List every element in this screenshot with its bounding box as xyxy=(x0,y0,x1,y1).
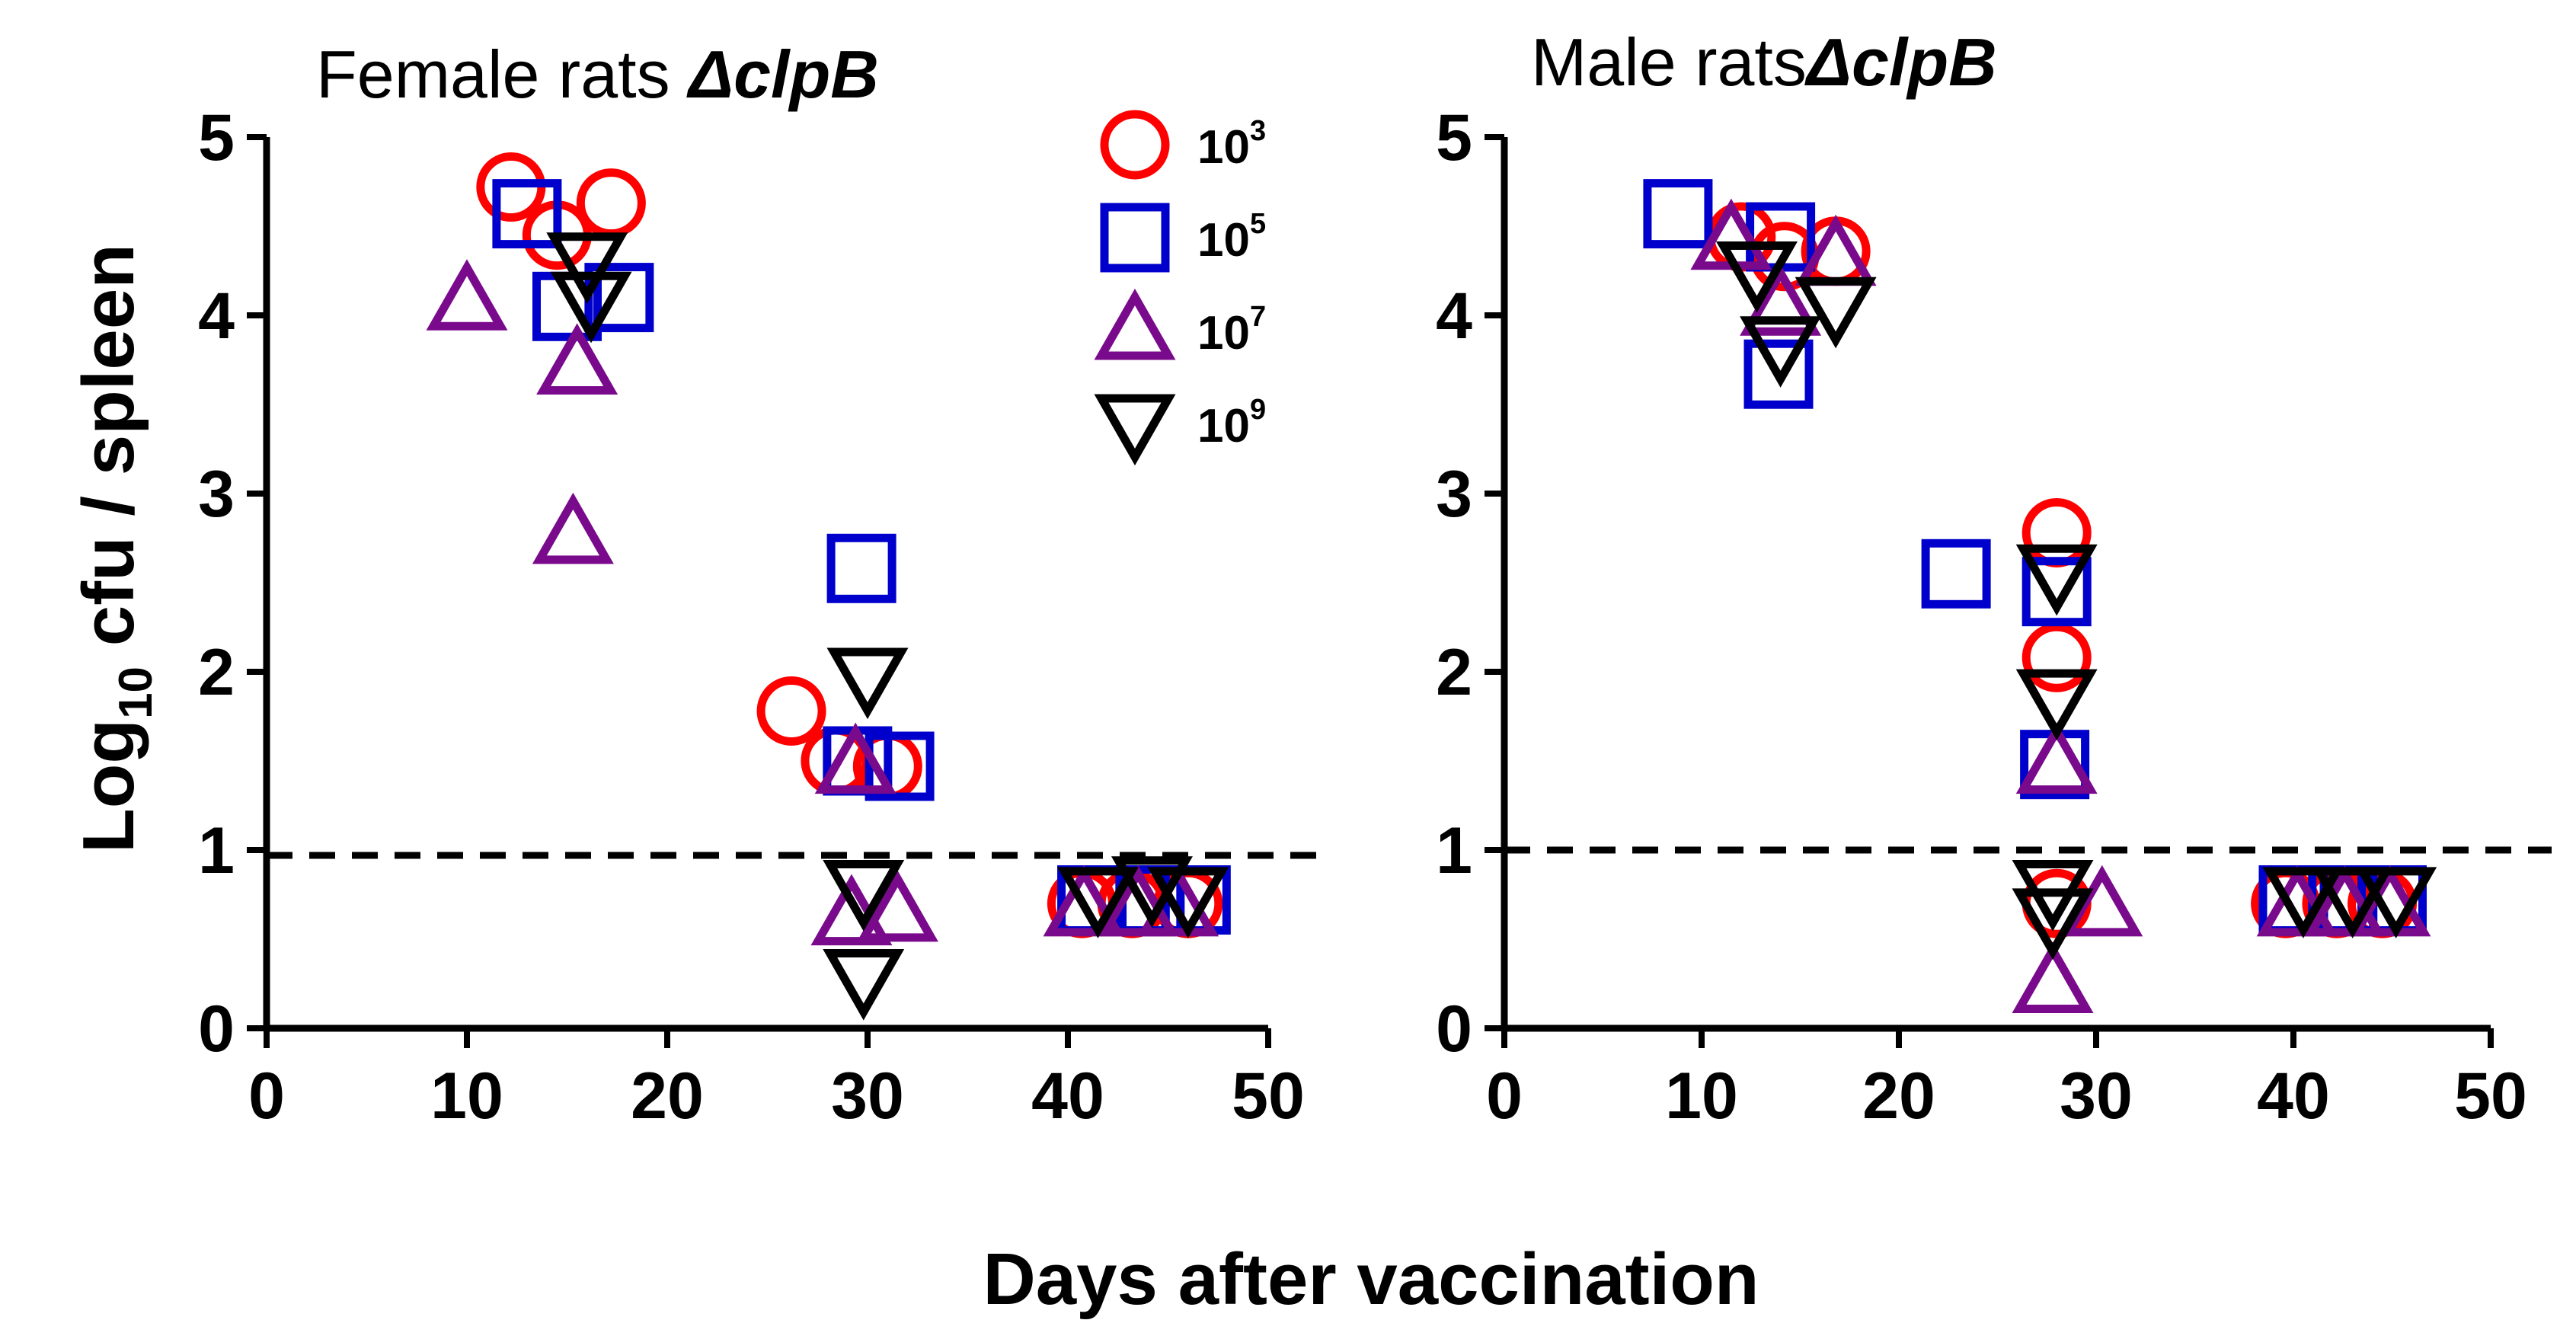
data-point xyxy=(2012,941,2094,1013)
data-point xyxy=(1043,865,1125,937)
data-point xyxy=(823,859,905,932)
legend-label: 103 xyxy=(1197,115,1266,174)
data-point xyxy=(826,533,896,603)
y-tick-label: 3 xyxy=(198,458,235,531)
x-tick-label: 30 xyxy=(2060,1060,2133,1133)
data-point xyxy=(1097,865,1179,937)
data-point xyxy=(2021,497,2092,567)
data-point xyxy=(2012,888,2094,960)
y-tick-label: 0 xyxy=(1436,992,1472,1066)
data-point xyxy=(2015,722,2098,794)
data-point xyxy=(2061,865,2143,937)
y-tick-label: 2 xyxy=(198,636,235,709)
x-tick-label: 10 xyxy=(1665,1060,1738,1133)
data-point xyxy=(546,232,628,304)
legend-entry: 105 xyxy=(1100,203,1266,273)
data-point xyxy=(814,722,896,794)
data-point xyxy=(865,731,935,801)
data-point xyxy=(1740,264,1822,336)
legend-entry: 103 xyxy=(1100,110,1266,180)
y-tick-label: 5 xyxy=(198,101,235,174)
data-point xyxy=(826,647,909,720)
data-point xyxy=(2312,867,2394,938)
data-point xyxy=(1056,867,1139,938)
series-circle xyxy=(1706,202,2418,938)
x-tick-label: 50 xyxy=(1232,1060,1305,1133)
panel-title: Male ratsΔclpB xyxy=(1531,24,1997,100)
x-tick-label: 10 xyxy=(430,1060,503,1133)
data-point xyxy=(756,676,826,746)
x-tick-label: 20 xyxy=(631,1060,704,1133)
legend-marker xyxy=(1094,288,1176,360)
data-point xyxy=(426,259,508,331)
legend-marker xyxy=(1100,110,1170,180)
legend: 103 105 107 109 xyxy=(1094,110,1266,466)
legend-entry: 109 xyxy=(1094,394,1266,466)
y-axis-label: Log10 cfu / spleen xyxy=(68,244,162,853)
data-point xyxy=(2021,557,2092,627)
data-point xyxy=(576,168,646,238)
data-point xyxy=(2303,865,2386,937)
data-point xyxy=(1643,179,1713,249)
y-tick-label: 1 xyxy=(1436,814,1472,887)
x-tick-label: 0 xyxy=(1486,1060,1523,1133)
legend-label: 107 xyxy=(1197,301,1266,360)
panel-title: Female rats ΔclpB xyxy=(316,37,879,112)
series-triangle-up xyxy=(426,259,1219,946)
data-point xyxy=(1743,339,1814,409)
x-tick-label: 20 xyxy=(1862,1060,1935,1133)
data-point xyxy=(1921,539,1991,609)
panel-title-text: Female rats xyxy=(316,37,689,112)
y-axis-label-tail: cfu / spleen xyxy=(68,244,149,666)
panel-title-strain: ΔclpB xyxy=(1804,24,1997,100)
x-tick-label: 50 xyxy=(2454,1060,2527,1133)
y-axis-label-subscript: 10 xyxy=(110,666,162,719)
y-tick-label: 5 xyxy=(1436,101,1472,174)
data-point xyxy=(1716,241,1798,313)
legend-label: 105 xyxy=(1197,208,1266,267)
panel-title-strain: ΔclpB xyxy=(686,37,879,112)
panel-title-text: Male rats xyxy=(1531,24,1807,100)
series-triangle-down xyxy=(1716,241,2437,960)
data-point xyxy=(2015,544,2098,616)
data-point xyxy=(2021,622,2092,692)
x-tick-label: 40 xyxy=(1031,1060,1104,1133)
data-point xyxy=(1147,867,1229,938)
data-point xyxy=(550,271,632,344)
y-tick-label: 0 xyxy=(198,992,235,1066)
y-tick-label: 2 xyxy=(1436,636,1472,709)
y-axis-label-main: Log xyxy=(68,719,149,853)
series-triangle-up xyxy=(1690,198,2431,1013)
data-point xyxy=(492,179,562,249)
x-tick-label: 30 xyxy=(831,1060,904,1133)
y-tick-label: 4 xyxy=(198,280,235,353)
legend-marker xyxy=(1094,394,1176,466)
legend-label: 109 xyxy=(1197,394,1266,452)
x-tick-label: 40 xyxy=(2257,1060,2330,1133)
data-point xyxy=(2015,669,2098,741)
data-point xyxy=(536,323,618,395)
x-axis-label: Days after vaccination xyxy=(983,1239,1759,1320)
data-point xyxy=(532,492,614,564)
data-point xyxy=(856,870,938,942)
x-tick-label: 0 xyxy=(248,1060,285,1133)
data-point xyxy=(823,948,905,1021)
data-point xyxy=(2262,867,2344,938)
y-tick-label: 1 xyxy=(198,814,235,887)
legend-marker xyxy=(1100,203,1170,273)
legend-entry: 107 xyxy=(1094,288,1266,360)
data-point xyxy=(1795,276,1877,349)
y-tick-label: 3 xyxy=(1436,458,1472,531)
data-point xyxy=(1740,316,1822,388)
series-triangle-down xyxy=(546,232,1229,1021)
data-point xyxy=(2355,867,2437,938)
y-tick-label: 4 xyxy=(1436,280,1472,353)
